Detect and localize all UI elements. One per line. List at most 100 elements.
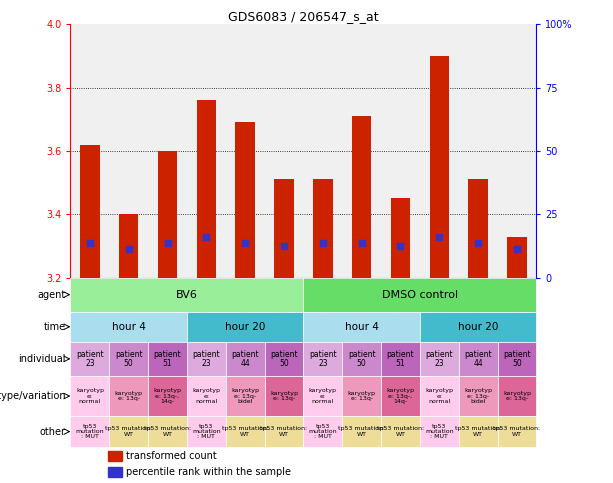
Text: patient
44: patient 44 <box>231 350 259 368</box>
Text: karyotyp
e: 13q-: karyotyp e: 13q- <box>270 391 298 401</box>
Bar <box>507 237 527 278</box>
Text: patient
51: patient 51 <box>154 350 181 368</box>
FancyBboxPatch shape <box>498 416 536 447</box>
FancyBboxPatch shape <box>148 376 187 416</box>
FancyBboxPatch shape <box>342 376 381 416</box>
FancyBboxPatch shape <box>226 376 265 416</box>
FancyBboxPatch shape <box>109 376 148 416</box>
Bar <box>80 144 99 278</box>
FancyBboxPatch shape <box>70 342 109 376</box>
Text: tp53 mutation:
WT: tp53 mutation: WT <box>338 426 385 437</box>
FancyBboxPatch shape <box>187 312 303 342</box>
Text: individual: individual <box>18 354 66 364</box>
Text: karyotyp
e:
normal: karyotyp e: normal <box>192 388 221 404</box>
FancyBboxPatch shape <box>70 416 109 447</box>
Text: percentile rank within the sample: percentile rank within the sample <box>126 467 291 477</box>
Text: tp53
mutation
: MUT: tp53 mutation : MUT <box>192 424 221 440</box>
Text: tp53 mutation:
WT: tp53 mutation: WT <box>493 426 541 437</box>
FancyBboxPatch shape <box>381 342 420 376</box>
Text: tp53
mutation
: MUT: tp53 mutation : MUT <box>308 424 337 440</box>
FancyBboxPatch shape <box>148 416 187 447</box>
Text: patient
50: patient 50 <box>115 350 143 368</box>
Text: karyotyp
e: 13q-
bidel: karyotyp e: 13q- bidel <box>464 388 492 404</box>
FancyBboxPatch shape <box>187 416 226 447</box>
FancyBboxPatch shape <box>381 416 420 447</box>
FancyBboxPatch shape <box>70 312 187 342</box>
FancyBboxPatch shape <box>187 376 226 416</box>
Text: tp53 mutation:
WT: tp53 mutation: WT <box>222 426 268 437</box>
Text: tp53
mutation
: MUT: tp53 mutation : MUT <box>75 424 104 440</box>
FancyBboxPatch shape <box>303 342 342 376</box>
Bar <box>352 116 371 278</box>
Bar <box>275 180 294 278</box>
Text: patient
50: patient 50 <box>270 350 298 368</box>
Text: karyotyp
e: 13q-: karyotyp e: 13q- <box>503 391 531 401</box>
Title: GDS6083 / 206547_s_at: GDS6083 / 206547_s_at <box>228 10 379 23</box>
FancyBboxPatch shape <box>342 416 381 447</box>
Text: patient
51: patient 51 <box>387 350 414 368</box>
Text: patient
23: patient 23 <box>309 350 337 368</box>
Text: tp53 mutation:
WT: tp53 mutation: WT <box>144 426 191 437</box>
FancyBboxPatch shape <box>148 342 187 376</box>
Text: patient
44: patient 44 <box>464 350 492 368</box>
Text: tp53 mutation:
WT: tp53 mutation: WT <box>261 426 308 437</box>
Bar <box>235 122 255 278</box>
Text: patient
50: patient 50 <box>348 350 376 368</box>
FancyBboxPatch shape <box>420 312 536 342</box>
FancyBboxPatch shape <box>109 342 148 376</box>
Text: hour 20: hour 20 <box>225 322 265 332</box>
Text: hour 4: hour 4 <box>345 322 379 332</box>
Text: karyotyp
e: 13q-,
14q-: karyotyp e: 13q-, 14q- <box>386 388 414 404</box>
Text: patient
23: patient 23 <box>76 350 104 368</box>
Text: patient
23: patient 23 <box>192 350 220 368</box>
FancyBboxPatch shape <box>420 416 459 447</box>
FancyBboxPatch shape <box>303 278 536 312</box>
Bar <box>313 180 333 278</box>
Text: transformed count: transformed count <box>126 451 217 461</box>
FancyBboxPatch shape <box>109 416 148 447</box>
Bar <box>108 467 122 477</box>
FancyBboxPatch shape <box>265 416 303 447</box>
Text: karyotyp
e:
normal: karyotyp e: normal <box>309 388 337 404</box>
Bar <box>197 100 216 278</box>
Text: agent: agent <box>37 290 66 299</box>
FancyBboxPatch shape <box>265 376 303 416</box>
FancyBboxPatch shape <box>459 342 498 376</box>
Text: tp53 mutation:
WT: tp53 mutation: WT <box>105 426 152 437</box>
FancyBboxPatch shape <box>459 416 498 447</box>
Bar <box>108 452 122 461</box>
FancyBboxPatch shape <box>70 278 303 312</box>
FancyBboxPatch shape <box>226 416 265 447</box>
FancyBboxPatch shape <box>303 312 420 342</box>
Text: patient
23: patient 23 <box>425 350 453 368</box>
FancyBboxPatch shape <box>265 342 303 376</box>
FancyBboxPatch shape <box>498 342 536 376</box>
Bar <box>430 56 449 278</box>
Text: patient
50: patient 50 <box>503 350 531 368</box>
FancyBboxPatch shape <box>303 416 342 447</box>
Text: hour 20: hour 20 <box>458 322 498 332</box>
Text: karyotyp
e: 13q-,
14q-: karyotyp e: 13q-, 14q- <box>153 388 181 404</box>
FancyBboxPatch shape <box>459 376 498 416</box>
FancyBboxPatch shape <box>70 376 109 416</box>
FancyBboxPatch shape <box>420 342 459 376</box>
Text: genotype/variation: genotype/variation <box>0 391 66 401</box>
FancyBboxPatch shape <box>303 376 342 416</box>
Text: karyotyp
e: 13q-
bidel: karyotyp e: 13q- bidel <box>231 388 259 404</box>
FancyBboxPatch shape <box>187 342 226 376</box>
Text: hour 4: hour 4 <box>112 322 146 332</box>
FancyBboxPatch shape <box>420 376 459 416</box>
FancyBboxPatch shape <box>342 342 381 376</box>
FancyBboxPatch shape <box>498 376 536 416</box>
Text: tp53
mutation
: MUT: tp53 mutation : MUT <box>425 424 454 440</box>
Bar <box>158 151 177 278</box>
Text: karyotyp
e: 13q-: karyotyp e: 13q- <box>115 391 143 401</box>
Bar <box>119 214 139 278</box>
Text: time: time <box>44 322 66 332</box>
Bar <box>468 180 488 278</box>
Text: other: other <box>40 426 66 437</box>
Text: tp53 mutation:
WT: tp53 mutation: WT <box>377 426 424 437</box>
Text: karyotyp
e:
normal: karyotyp e: normal <box>76 388 104 404</box>
Text: karyotyp
e: 13q-: karyotyp e: 13q- <box>348 391 376 401</box>
Text: karyotyp
e:
normal: karyotyp e: normal <box>425 388 454 404</box>
